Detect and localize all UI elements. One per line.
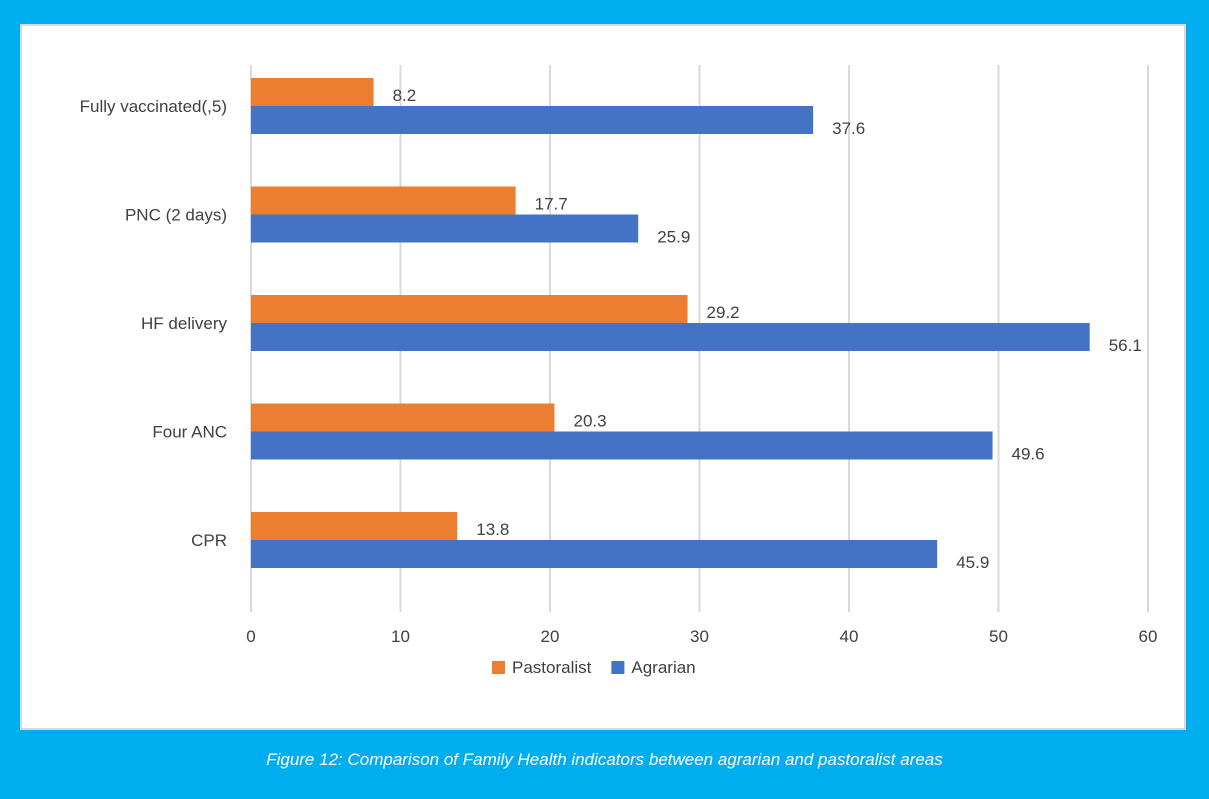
data-label: 17.7 [535,195,568,214]
bar-pastoralist [251,186,516,215]
x-tick-label: 10 [391,627,410,646]
data-label: 37.6 [832,119,865,138]
chart-panel: 8.2 37.6 17.7 25.9 29.2 56.1 20.3 49.6 13.8 45.9 … [20,24,1186,730]
legend: Pastoralist Agrarian [492,658,696,677]
bar-agrarian [251,431,993,460]
bar-pastoralist [251,78,374,106]
category-labels: Fully vaccinated(,5) PNC (2 days) HF deliv… [80,97,228,550]
bar-pastoralist [251,512,458,540]
x-tick-label: 30 [690,627,709,646]
bar-pastoralist [251,403,555,432]
data-labels: 8.2 37.6 17.7 25.9 29.2 56.1 20.3 49.6 13.8 45.9 [393,86,1142,572]
data-label: 25.9 [657,228,690,247]
legend-swatch-pastoralist [492,661,505,674]
legend-label: Agrarian [631,658,695,677]
data-label: 20.3 [573,412,606,431]
bar-pastoralist [251,295,688,323]
x-tick-label: 60 [1139,627,1158,646]
data-label: 13.8 [476,520,509,539]
bar-chart: 8.237.617.725.929.256.120.349.613.845.9 … [80,65,1157,677]
x-tick-label: 40 [840,627,859,646]
bar-agrarian [251,323,1090,351]
data-label: 29.2 [707,303,740,322]
x-tick-label: 50 [989,627,1008,646]
category-label: Fully vaccinated(,5) [80,97,227,116]
figure-caption: Figure 12: Comparison of Family Health i… [266,750,943,769]
x-tick-label: 0 [246,627,255,646]
data-label: 56.1 [1109,336,1142,355]
bar-agrarian [251,540,938,568]
bar-agrarian [251,214,639,243]
legend-label: Pastoralist [512,658,592,677]
category-label: CPR [191,531,227,550]
data-label: 8.2 [393,86,417,105]
category-label: HF delivery [141,314,227,333]
data-label: 45.9 [956,553,989,572]
bar-agrarian [251,106,814,134]
legend-swatch-agrarian [611,661,625,674]
bars [251,78,1090,568]
x-tick-label: 20 [541,627,560,646]
category-label: Four ANC [152,423,227,442]
x-tick-labels: 0 10 20 30 40 50 60 [246,627,1157,646]
category-label: PNC (2 days) [125,206,227,225]
data-label: 49.6 [1012,445,1045,464]
